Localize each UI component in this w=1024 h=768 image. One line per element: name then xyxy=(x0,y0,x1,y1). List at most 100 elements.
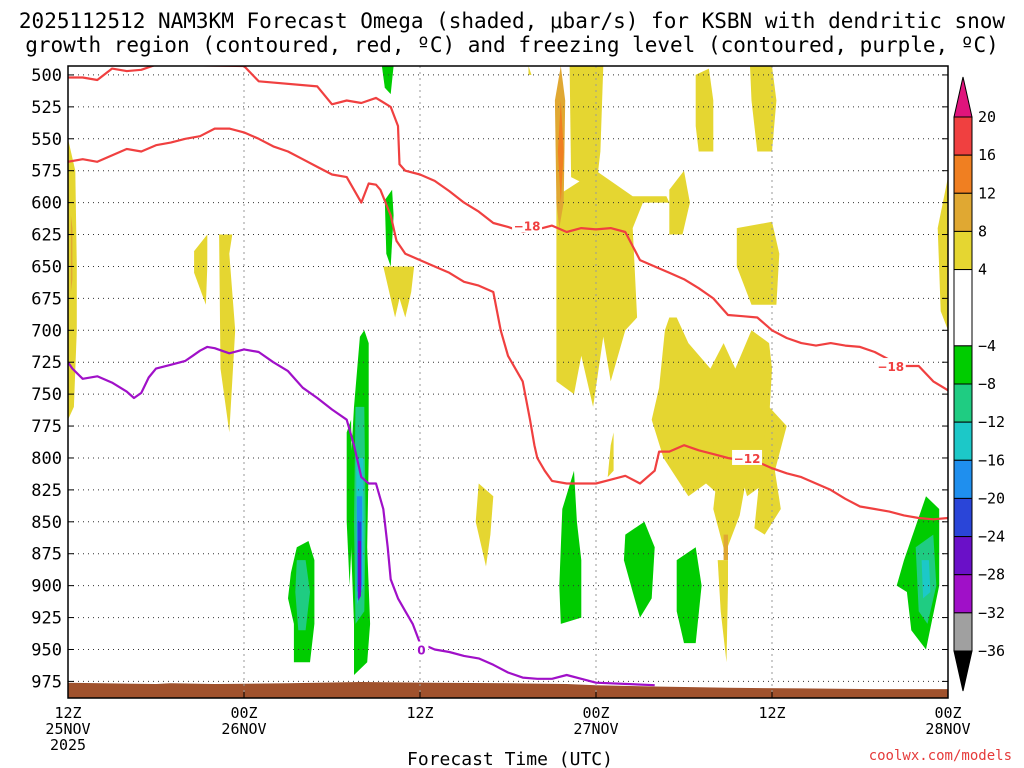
y-tick-label-750: 750 xyxy=(31,385,62,405)
omega-region-downward-12-2 xyxy=(921,560,931,599)
omega-region-downward-4-7 xyxy=(623,521,655,618)
colorbar-label-6: −8 xyxy=(978,375,996,393)
temperature-contours xyxy=(68,66,948,687)
contour-label-3: 0 xyxy=(417,643,425,657)
y-tick-label-875: 875 xyxy=(31,545,62,565)
y-tick-label-900: 900 xyxy=(31,577,62,597)
contour-label-1: −18 xyxy=(877,360,904,374)
omega-region-upward-5-10 xyxy=(750,66,777,152)
y-tick-label-850: 850 xyxy=(31,513,62,533)
omega-region-upward-5-13 xyxy=(754,406,787,535)
omega-region-upward-8-2 xyxy=(70,215,73,292)
contour-label-bg-3 xyxy=(414,641,429,657)
y-tick-label-800: 800 xyxy=(31,449,62,469)
x-tick-label-60-1: 28NOV xyxy=(925,720,970,738)
omega-region-downward-4-6 xyxy=(559,470,582,624)
contour-red-minus18-lower xyxy=(68,127,948,521)
x-tick-label-48-0: 12Z xyxy=(758,704,785,722)
colorbar-label-4: 4 xyxy=(978,261,987,279)
y-tick-label-725: 725 xyxy=(31,353,62,373)
omega-region-upward-5-8 xyxy=(669,170,690,235)
omega-region-upward-5-5 xyxy=(569,66,604,190)
colorbar-bottom-arrow xyxy=(953,650,973,692)
x-tick-label-0-1: 25NOV xyxy=(45,720,90,738)
omega-region-upward-5-14 xyxy=(607,432,614,478)
colorbar-label-10: −24 xyxy=(978,528,1005,546)
x-tick-label-12-0: 00Z xyxy=(230,704,257,722)
colorbar-band-5 xyxy=(953,345,973,385)
plot-frame xyxy=(67,65,949,699)
x-tick-label-12-1: 26NOV xyxy=(221,720,266,738)
y-tick-label-650: 650 xyxy=(31,257,62,277)
colorbar-band-3 xyxy=(953,230,973,271)
x-tick-label-0-0: 12Z xyxy=(54,704,81,722)
colorbar-label-2: 12 xyxy=(978,184,996,202)
y-tick-label-925: 925 xyxy=(31,609,62,629)
y-tick-label-950: 950 xyxy=(31,640,62,660)
colorbar-band-1 xyxy=(953,154,973,194)
colorbar-band-11 xyxy=(953,574,973,614)
terrain-profile xyxy=(68,682,948,698)
y-tick-label-600: 600 xyxy=(31,194,62,214)
colorbar-band-2 xyxy=(953,192,973,232)
colorbar-label-8: −16 xyxy=(978,451,1005,469)
colorbar-band-8 xyxy=(953,459,973,499)
omega-region-upward-5-11 xyxy=(736,221,780,305)
colorbar-band-0 xyxy=(953,116,973,156)
y-tick-label-575: 575 xyxy=(31,162,62,182)
y-tick-label-975: 975 xyxy=(31,672,62,692)
omega-region-upward-5-15 xyxy=(528,66,532,75)
gridlines xyxy=(68,66,948,698)
colorbar-label-3: 8 xyxy=(978,222,987,240)
contour-label-2: −12 xyxy=(734,452,761,466)
omega-shading xyxy=(68,66,948,675)
terrain-fill xyxy=(68,682,948,698)
y-tick-label-825: 825 xyxy=(31,481,62,501)
x-tick-label-24-0: 12Z xyxy=(406,704,433,722)
colorbar-band-7 xyxy=(953,421,973,461)
omega-region-downward-24-1 xyxy=(358,541,361,601)
contour-label-bg-1 xyxy=(875,358,906,374)
y-tick-label-775: 775 xyxy=(31,417,62,437)
colorbar-label-11: −28 xyxy=(978,566,1005,584)
y-tick-label-550: 550 xyxy=(31,130,62,150)
colorbar-band-6 xyxy=(953,383,973,423)
colorbar-label-1: 16 xyxy=(978,146,996,164)
colorbar-label-0: 20 xyxy=(978,108,996,126)
colorbar-label-7: −12 xyxy=(978,413,1005,431)
colorbar-label-12: −32 xyxy=(978,604,1005,622)
contour-red-minus18-upper xyxy=(68,66,948,392)
colorbar-band-9 xyxy=(953,497,973,538)
x-axis-title: Forecast Time (UTC) xyxy=(407,749,613,768)
omega-region-downward-8-1 xyxy=(295,560,310,631)
omega-region-upward-5-4 xyxy=(475,483,494,567)
contour-label-0: −18 xyxy=(514,220,541,234)
y-axis-pressure: 500 525 550 575 600 625 650 675 700 725 750 775 800 8… xyxy=(31,66,948,692)
colorbar-band-10 xyxy=(953,536,973,576)
omega-region-upward-12-1 xyxy=(557,100,564,203)
x-tick-label-60-0: 00Z xyxy=(934,704,961,722)
colorbar-label-9: −20 xyxy=(978,489,1005,507)
y-tick-label-700: 700 xyxy=(31,321,62,341)
colorbar-band-12 xyxy=(953,612,973,652)
y-tick-label-625: 625 xyxy=(31,226,62,246)
contour-purple-zero xyxy=(68,345,655,687)
omega-region-upward-5-16 xyxy=(937,177,948,331)
omega-region-upward-5-9 xyxy=(695,68,714,152)
x-tick-label-36-0: 00Z xyxy=(582,704,609,722)
omega-region-upward-5-0a xyxy=(68,138,77,420)
contour-label-bg-0 xyxy=(512,217,543,233)
omega-region-upward-5-12 xyxy=(706,381,758,554)
chart-title-line-1: 2025112512 NAM3KM Forecast Omega (shaded… xyxy=(19,9,1006,33)
omega-region-upward-5-1 xyxy=(219,234,236,433)
y-tick-label-500: 500 xyxy=(31,66,62,86)
colorbar-band-4 xyxy=(953,269,973,347)
colorbar-label-5: −4 xyxy=(978,337,996,355)
omega-region-upward-5-17 xyxy=(717,560,728,663)
colorbar-top-arrow xyxy=(953,76,973,118)
x-tick-label-36-1: 27NOV xyxy=(573,720,618,738)
y-tick-label-675: 675 xyxy=(31,289,62,309)
contour-labels: −18 −18 −12 0 xyxy=(414,217,906,657)
